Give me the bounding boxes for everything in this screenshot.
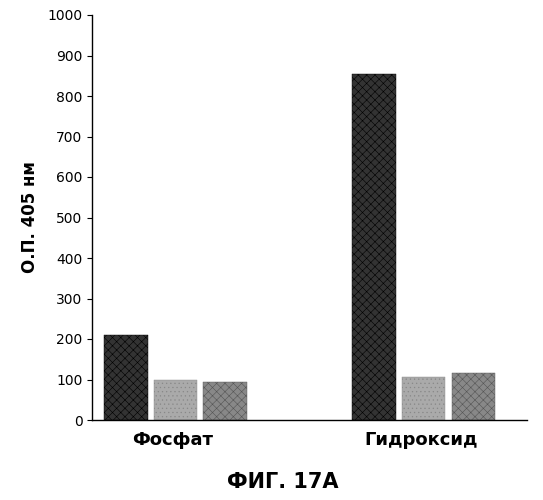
Bar [104,335,148,420]
Bar [154,380,197,420]
Y-axis label: О.П. 405 нм: О.П. 405 нм [21,162,39,274]
Text: ФИГ. 17А: ФИГ. 17А [226,472,338,492]
Bar [204,382,247,420]
Bar [452,374,495,420]
Bar [352,74,396,420]
Bar [402,378,445,420]
